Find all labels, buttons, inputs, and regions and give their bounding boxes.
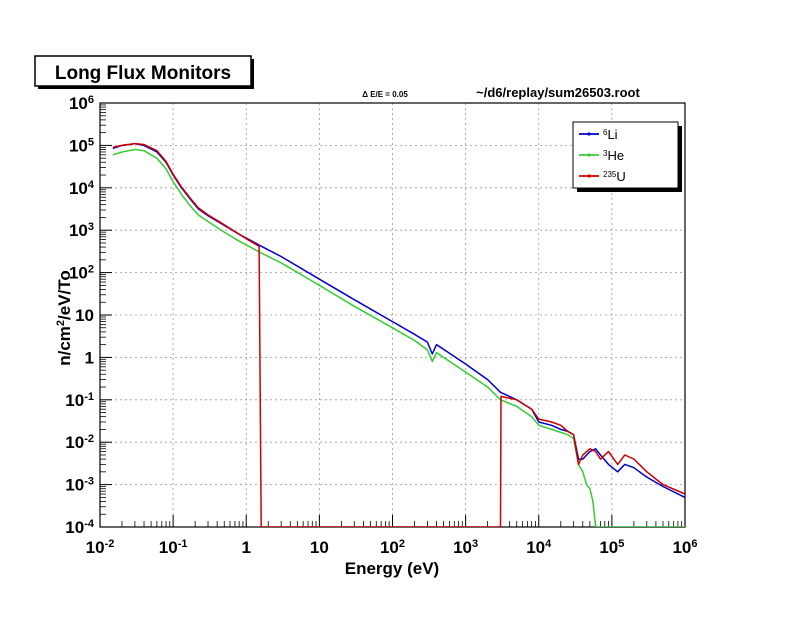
x-tick-label: 1 — [242, 538, 251, 557]
x-tick-label: 102 — [380, 538, 405, 557]
x-tick-label-base: 1 — [242, 538, 251, 557]
legend-entry-base: U — [616, 169, 625, 184]
x-tick-label: 105 — [599, 538, 624, 557]
y-tick-label-exp: -2 — [84, 433, 94, 445]
x-tick-label-base: 10 — [672, 538, 691, 557]
legend-marker — [587, 174, 591, 178]
x-tick-label: 10-1 — [159, 538, 188, 557]
y-tick-label-base: 10 — [69, 179, 88, 198]
resolution-annotation: Δ E/E = 0.05 — [362, 90, 408, 99]
legend-entry: 3He — [603, 148, 624, 163]
x-tick-label-exp: 4 — [545, 538, 552, 550]
y-tick-label-exp: 3 — [88, 221, 94, 233]
y-tick-label-exp: 5 — [88, 136, 94, 148]
x-axis-ticks: 10-2 10-1 1 10 102 103 104 105 106 — [86, 515, 698, 557]
series-line-he — [112, 148, 685, 527]
series-group — [112, 142, 685, 527]
x-tick-label-base: 10 — [380, 538, 399, 557]
x-tick-label-exp: 2 — [399, 538, 405, 550]
y-tick-label: 10 — [75, 306, 94, 325]
y-tick-label: 104 — [69, 179, 95, 198]
title-box: Long Flux Monitors — [34, 55, 254, 89]
legend-entry: 235U — [603, 169, 626, 184]
y-tick-label-base: 10 — [75, 306, 94, 325]
x-tick-label-base: 10 — [86, 538, 105, 557]
legend-entry-sup: 3 — [603, 149, 608, 158]
y-tick-label-exp: -1 — [84, 391, 94, 403]
x-axis-title: Energy (eV) — [345, 559, 439, 578]
legend-entry-base: Li — [607, 127, 617, 142]
y-tick-label: 105 — [69, 136, 94, 155]
x-tick-label: 10 — [310, 538, 329, 557]
x-tick-label-exp: -2 — [105, 538, 115, 550]
y-axis-title: n/cm2/eV/To — [55, 270, 74, 366]
x-tick-label: 104 — [526, 538, 552, 557]
x-tick-label-exp: -1 — [178, 538, 188, 550]
x-tick-label: 10-2 — [86, 538, 115, 557]
y-axis-title-rest: /eV/To — [55, 270, 74, 320]
legend-marker — [587, 132, 591, 136]
x-tick-label-exp: 3 — [472, 538, 478, 550]
x-tick-label-base: 10 — [159, 538, 178, 557]
x-tick-label-base: 10 — [310, 538, 329, 557]
x-tick-label-base: 10 — [599, 538, 618, 557]
y-tick-label-base: 10 — [69, 136, 88, 155]
y-tick-label-base: 1 — [85, 348, 94, 367]
y-tick-label-base: 10 — [69, 264, 88, 283]
y-axis-title-base: n/cm — [55, 326, 74, 366]
legend: 6Li 3He 235U — [572, 121, 682, 192]
y-axis-title-sup: 2 — [55, 320, 67, 326]
legend-entry-sup: 235 — [603, 170, 617, 179]
series-line-li — [112, 142, 685, 499]
y-tick-label: 10-3 — [65, 476, 94, 495]
y-tick-label: 102 — [69, 264, 94, 283]
legend-marker — [587, 153, 591, 157]
legend-entry-base: He — [607, 148, 624, 163]
x-tick-label-exp: 5 — [618, 538, 624, 550]
y-tick-label: 103 — [69, 221, 94, 240]
legend-entry: 6Li — [603, 127, 618, 142]
x-tick-label-base: 10 — [453, 538, 472, 557]
y-tick-label-exp: -4 — [84, 518, 95, 530]
y-tick-label-base: 10 — [65, 433, 84, 452]
x-tick-label: 103 — [453, 538, 478, 557]
y-tick-label-exp: 4 — [88, 179, 95, 191]
y-tick-label-base: 10 — [69, 221, 88, 240]
y-tick-label-exp: 2 — [88, 264, 94, 276]
legend-entry-sup: 6 — [603, 128, 608, 137]
file-annotation: ~/d6/replay/sum26503.root — [476, 85, 640, 100]
y-tick-label-base: 10 — [65, 518, 84, 537]
y-tick-label: 106 — [69, 94, 94, 113]
y-tick-label: 10-1 — [65, 391, 94, 410]
y-tick-label-exp: -3 — [84, 476, 94, 488]
x-tick-label-exp: 6 — [691, 538, 697, 550]
y-tick-label-base: 10 — [65, 391, 84, 410]
y-tick-label: 10-2 — [65, 433, 94, 452]
y-tick-label-base: 10 — [69, 94, 88, 113]
y-tick-label: 10-4 — [65, 518, 95, 537]
series-line-u — [112, 142, 685, 527]
x-tick-label-base: 10 — [526, 538, 545, 557]
y-tick-label-base: 10 — [65, 476, 84, 495]
chart-title: Long Flux Monitors — [55, 63, 231, 84]
x-tick-label: 106 — [672, 538, 697, 557]
y-tick-label: 1 — [85, 348, 94, 367]
y-tick-label-exp: 6 — [88, 94, 94, 106]
